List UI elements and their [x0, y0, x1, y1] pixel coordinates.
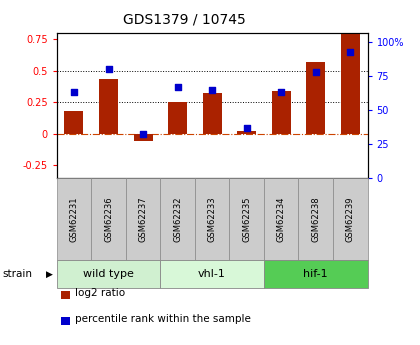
Point	[71, 90, 77, 95]
Text: GSM62233: GSM62233	[207, 196, 217, 242]
Bar	[306, 62, 325, 134]
Bar	[134, 134, 152, 141]
Point	[243, 125, 250, 130]
Point	[140, 131, 147, 137]
Bar	[202, 93, 222, 134]
Text: GSM62234: GSM62234	[277, 196, 286, 242]
Text: GSM62239: GSM62239	[346, 196, 355, 242]
Text: GSM62231: GSM62231	[69, 196, 79, 242]
Bar	[237, 131, 256, 134]
Text: GSM62235: GSM62235	[242, 196, 251, 242]
Bar	[272, 91, 291, 134]
Point	[174, 84, 181, 90]
Point	[209, 87, 215, 92]
Text: GSM62238: GSM62238	[311, 196, 320, 242]
Text: percentile rank within the sample: percentile rank within the sample	[75, 314, 251, 324]
Bar	[65, 111, 84, 134]
Text: ▶: ▶	[46, 270, 52, 279]
Text: GSM62232: GSM62232	[173, 196, 182, 242]
Point	[105, 67, 112, 72]
Text: hif-1: hif-1	[303, 269, 328, 279]
Bar	[341, 24, 360, 134]
Text: GSM62236: GSM62236	[104, 196, 113, 242]
Text: GSM62237: GSM62237	[139, 196, 147, 242]
Text: GDS1379 / 10745: GDS1379 / 10745	[123, 12, 246, 26]
Text: strain: strain	[2, 269, 32, 279]
Point	[278, 90, 284, 95]
Text: wild type: wild type	[83, 269, 134, 279]
Bar	[99, 79, 118, 134]
Text: vhl-1: vhl-1	[198, 269, 226, 279]
Text: log2 ratio: log2 ratio	[75, 288, 125, 298]
Point	[312, 69, 319, 75]
Bar	[168, 102, 187, 134]
Point	[347, 49, 354, 55]
